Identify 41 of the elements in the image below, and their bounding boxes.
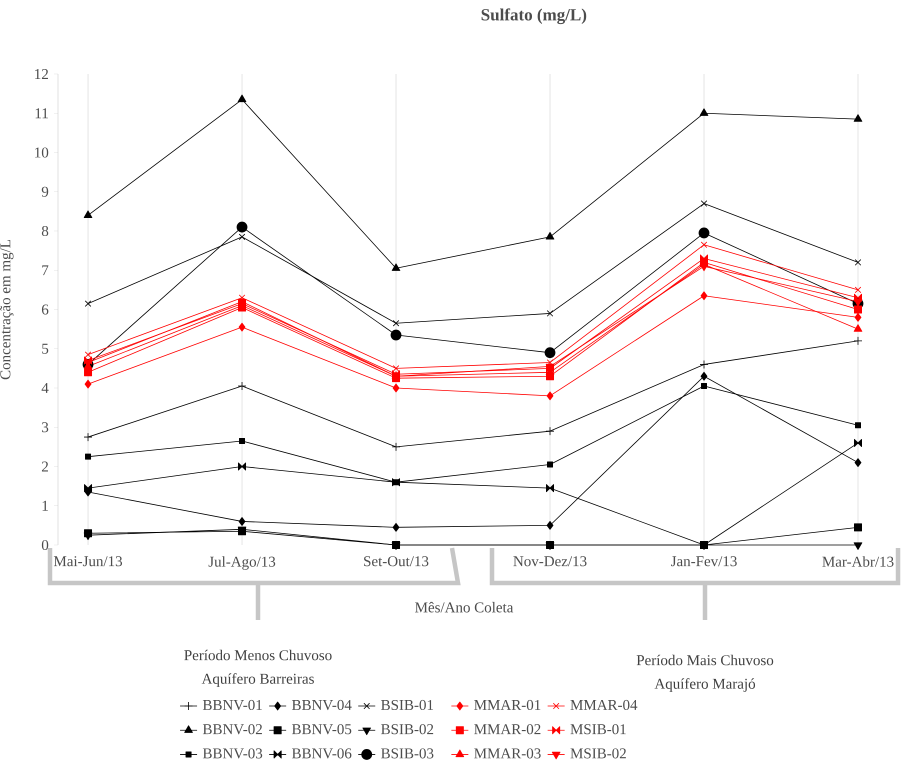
text: Aquífero Barreiras (202, 673, 314, 687)
legend-label: MMAR-02 (474, 724, 540, 734)
x-tick-label: Mar-Abr/13 (822, 556, 894, 567)
legend-label: BBNV-02 (202, 724, 262, 734)
y-tick-label: 1 (42, 500, 48, 511)
legend-label: BBNV-04 (292, 700, 352, 710)
y-tick-label: 10 (35, 147, 48, 158)
x-axis-title: Mês/Ano Coleta (415, 602, 514, 612)
legend-label: MMAR-03 (474, 748, 541, 758)
y-tick-label: 2 (42, 462, 48, 472)
y-axis-title: Concentração em mg/L (0, 240, 14, 380)
legend-label: MMAR-04 (570, 700, 638, 710)
y-tick-label: 7 (42, 265, 48, 276)
x-tick-label: Jul-Ago/13 (208, 556, 276, 570)
text: Aquífero Marajó (654, 678, 756, 692)
legend-label: BBNV-06 (292, 748, 352, 759)
y-tick-label: 12 (35, 69, 48, 79)
x-tick-label: Jan-Fev/13 (670, 556, 737, 566)
legend-label: BBNV-03 (202, 748, 262, 759)
y-tick-label: 4 (42, 383, 49, 393)
y-tick-label: 6 (42, 304, 48, 315)
legend-label: MSIB-02 (570, 748, 626, 758)
text: Período Mais Chuvoso (636, 654, 774, 666)
y-tick-label: 0 (42, 540, 48, 550)
x-tick-label: Nov-Dez/13 (513, 556, 587, 566)
y-tick-label: 5 (42, 344, 48, 354)
x-tick-label: Set-Out/13 (364, 556, 428, 566)
legend-label: BBNV-05 (292, 724, 352, 734)
legend-label: BSIB-02 (381, 724, 434, 734)
y-tick-label: 8 (42, 226, 48, 236)
x-tick-label: Mai-Jun/13 (54, 556, 122, 566)
y-tick-label: 9 (42, 186, 48, 197)
legend-label: BSIB-03 (381, 748, 434, 758)
y-tick-label: 11 (36, 108, 48, 118)
chart-title: Sulfato (mg/L) (482, 8, 586, 24)
y-tick-label: 3 (42, 422, 48, 432)
legend-label: MMAR-01 (474, 700, 540, 710)
legend-label: MSIB-01 (570, 724, 626, 734)
text: Período Menos Chuvoso (184, 650, 332, 660)
legend-label: BBNV-01 (202, 700, 262, 710)
legend-label: BSIB-01 (381, 700, 434, 710)
